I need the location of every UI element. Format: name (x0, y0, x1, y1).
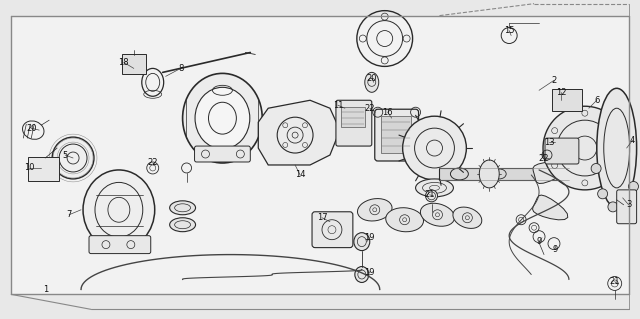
Text: 8: 8 (178, 64, 183, 73)
Text: 9: 9 (536, 237, 541, 246)
Text: 18: 18 (118, 58, 129, 67)
Ellipse shape (420, 203, 454, 226)
Text: 2: 2 (551, 76, 557, 85)
Polygon shape (259, 100, 340, 165)
Ellipse shape (596, 88, 637, 208)
Ellipse shape (386, 208, 424, 232)
Text: 9: 9 (552, 245, 557, 254)
Circle shape (598, 189, 607, 199)
Text: 20: 20 (367, 74, 377, 83)
Ellipse shape (426, 190, 438, 202)
Text: 1: 1 (44, 285, 49, 294)
Ellipse shape (52, 137, 94, 179)
Ellipse shape (195, 87, 250, 149)
FancyBboxPatch shape (336, 100, 372, 146)
Text: 12: 12 (556, 88, 566, 97)
FancyBboxPatch shape (89, 236, 151, 254)
FancyBboxPatch shape (375, 109, 419, 161)
Text: 5: 5 (63, 151, 68, 160)
FancyBboxPatch shape (122, 55, 146, 74)
Ellipse shape (354, 233, 370, 251)
FancyBboxPatch shape (195, 146, 250, 162)
Ellipse shape (453, 207, 482, 228)
Text: 10: 10 (24, 163, 35, 173)
Ellipse shape (479, 160, 499, 188)
FancyBboxPatch shape (312, 212, 353, 248)
FancyBboxPatch shape (440, 168, 569, 180)
Text: 16: 16 (382, 108, 393, 117)
Text: 14: 14 (295, 170, 305, 179)
Text: 19: 19 (365, 268, 375, 277)
Circle shape (591, 164, 601, 174)
Ellipse shape (415, 179, 453, 197)
Text: 22: 22 (365, 104, 375, 113)
FancyBboxPatch shape (381, 116, 411, 153)
Text: 6: 6 (594, 96, 600, 105)
Circle shape (628, 182, 639, 191)
Text: 19: 19 (365, 233, 375, 242)
Circle shape (620, 199, 629, 209)
FancyBboxPatch shape (617, 190, 637, 224)
FancyBboxPatch shape (552, 89, 582, 111)
Text: 15: 15 (504, 26, 515, 35)
FancyBboxPatch shape (341, 107, 365, 127)
Text: 7: 7 (67, 210, 72, 219)
Text: 22: 22 (539, 153, 549, 162)
Polygon shape (532, 195, 568, 220)
FancyBboxPatch shape (545, 138, 579, 164)
Polygon shape (533, 162, 569, 183)
Text: 21: 21 (424, 190, 435, 199)
Circle shape (403, 116, 467, 180)
Text: 11: 11 (333, 101, 343, 110)
Ellipse shape (182, 73, 262, 163)
Ellipse shape (355, 267, 369, 282)
Ellipse shape (83, 170, 155, 249)
Ellipse shape (170, 201, 196, 215)
Polygon shape (12, 16, 628, 294)
Circle shape (543, 106, 627, 190)
Ellipse shape (170, 218, 196, 232)
Text: 22: 22 (147, 159, 158, 167)
Text: 3: 3 (626, 200, 631, 209)
Ellipse shape (365, 72, 379, 92)
Text: 13: 13 (544, 137, 554, 146)
FancyBboxPatch shape (28, 157, 59, 182)
Circle shape (608, 202, 618, 212)
Ellipse shape (358, 199, 392, 221)
Text: 20: 20 (26, 124, 36, 133)
Text: 4: 4 (630, 136, 636, 145)
Text: 21: 21 (609, 277, 620, 286)
Text: 17: 17 (317, 213, 327, 222)
